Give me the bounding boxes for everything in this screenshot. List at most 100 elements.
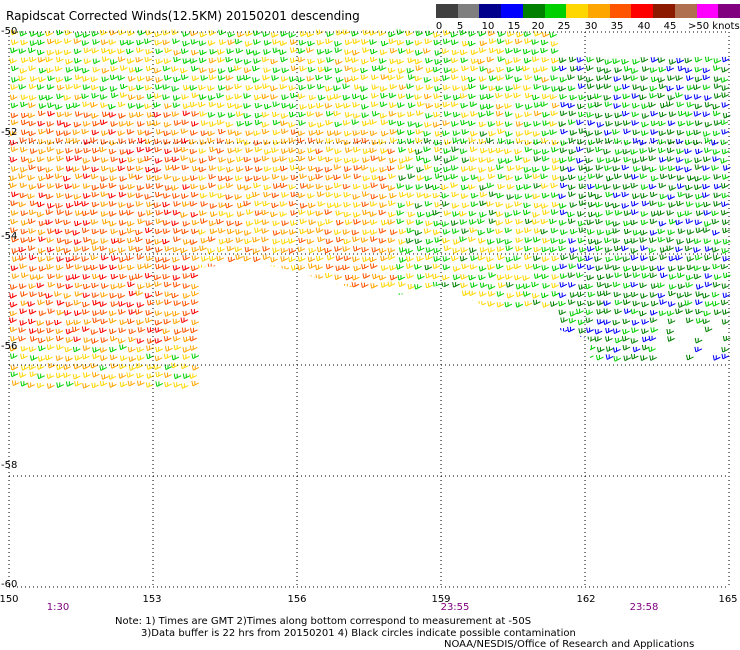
wind-barb xyxy=(254,200,262,207)
wind-barb xyxy=(171,257,180,263)
wind-barb xyxy=(182,310,191,317)
wind-barb xyxy=(622,84,630,90)
wind-barb xyxy=(298,120,306,126)
wind-barb xyxy=(226,167,234,173)
wind-barb xyxy=(659,299,667,305)
wind-barb xyxy=(198,40,207,47)
wind-barb xyxy=(587,103,596,109)
wind-barb xyxy=(92,121,100,127)
wind-barb xyxy=(549,94,558,100)
wind-barb xyxy=(180,74,189,81)
wind-barb xyxy=(389,137,398,144)
wind-barb xyxy=(703,221,712,227)
color-swatch xyxy=(522,4,545,18)
wind-barb xyxy=(551,165,560,171)
wind-barb xyxy=(100,337,109,343)
wind-barb xyxy=(81,227,90,234)
wind-barb xyxy=(586,83,595,90)
wind-barb xyxy=(613,76,622,82)
color-scale-label: 40 xyxy=(637,21,651,32)
wind-barb xyxy=(18,246,27,253)
wind-barb xyxy=(91,292,100,299)
wind-barb xyxy=(558,57,567,64)
wind-barb xyxy=(56,192,64,199)
wind-barb xyxy=(128,86,137,92)
wind-barb xyxy=(163,139,171,145)
wind-barb xyxy=(153,138,162,145)
wind-barb xyxy=(65,156,74,162)
note-line-1: Note: 1) Times are GMT 2)Times along bot… xyxy=(115,616,532,627)
wind-barb xyxy=(73,83,82,90)
wind-barb xyxy=(468,290,477,297)
wind-barb xyxy=(659,173,668,180)
wind-barb xyxy=(560,254,568,261)
wind-barb xyxy=(623,238,632,245)
wind-barb xyxy=(433,39,442,46)
wind-barb xyxy=(28,318,36,325)
wind-barb xyxy=(612,328,621,335)
wind-barb xyxy=(513,255,521,262)
wind-barb xyxy=(693,129,702,136)
wind-barb xyxy=(658,111,667,118)
wind-barb xyxy=(136,380,145,387)
wind-barb xyxy=(369,48,378,55)
wind-barb xyxy=(524,129,533,136)
wind-barb xyxy=(73,310,82,317)
wind-barb xyxy=(506,31,515,37)
wind-barb xyxy=(702,74,711,81)
wind-barb xyxy=(234,220,243,227)
wind-barb xyxy=(550,41,559,47)
wind-barb xyxy=(182,85,191,91)
wind-barb xyxy=(126,129,135,135)
wind-barb xyxy=(82,165,90,171)
wind-barb xyxy=(135,111,144,118)
wind-barb xyxy=(595,265,604,272)
wind-barb xyxy=(622,328,630,335)
wind-barb xyxy=(531,167,540,173)
wind-barb xyxy=(353,173,362,180)
wind-barb xyxy=(550,192,559,199)
wind-barb xyxy=(182,293,191,299)
wind-barb xyxy=(650,283,659,290)
wind-barb xyxy=(9,302,18,308)
wind-barb xyxy=(280,56,288,63)
credit: NOAA/NESDIS/Office of Research and Appli… xyxy=(444,639,695,650)
wind-barb xyxy=(100,355,108,362)
wind-barb xyxy=(524,146,533,153)
wind-barb xyxy=(405,30,413,37)
wind-barb xyxy=(478,291,487,297)
wind-barb xyxy=(470,131,478,137)
wind-barb xyxy=(407,129,415,136)
wind-barb xyxy=(91,48,99,54)
wind-barb xyxy=(495,211,504,218)
wind-barb xyxy=(479,185,487,191)
wind-barb xyxy=(90,76,99,83)
wind-barb xyxy=(416,101,425,108)
wind-barb xyxy=(29,336,38,342)
wind-barb xyxy=(153,112,162,118)
wind-barb xyxy=(694,176,702,182)
wind-barb xyxy=(650,175,659,182)
wind-barb xyxy=(171,165,180,171)
wind-barb xyxy=(65,320,74,326)
wind-barb xyxy=(551,255,560,262)
wind-barb xyxy=(658,221,667,227)
wind-barb xyxy=(585,131,594,137)
wind-barb xyxy=(135,236,143,243)
wind-barb xyxy=(334,246,342,252)
color-swatch xyxy=(457,4,480,18)
wind-barb xyxy=(631,120,640,126)
wind-barb xyxy=(10,112,19,119)
wind-barb xyxy=(315,255,324,262)
wind-barb xyxy=(451,203,460,209)
wind-barb xyxy=(478,76,487,82)
wind-barb xyxy=(108,248,117,254)
wind-barb xyxy=(407,284,416,290)
wind-barb xyxy=(362,157,370,164)
wind-barb xyxy=(144,85,153,91)
wind-barb xyxy=(450,101,459,108)
wind-barb xyxy=(522,48,531,55)
wind-barb xyxy=(360,237,369,243)
wind-barb xyxy=(191,380,200,387)
wind-barb xyxy=(397,68,406,74)
